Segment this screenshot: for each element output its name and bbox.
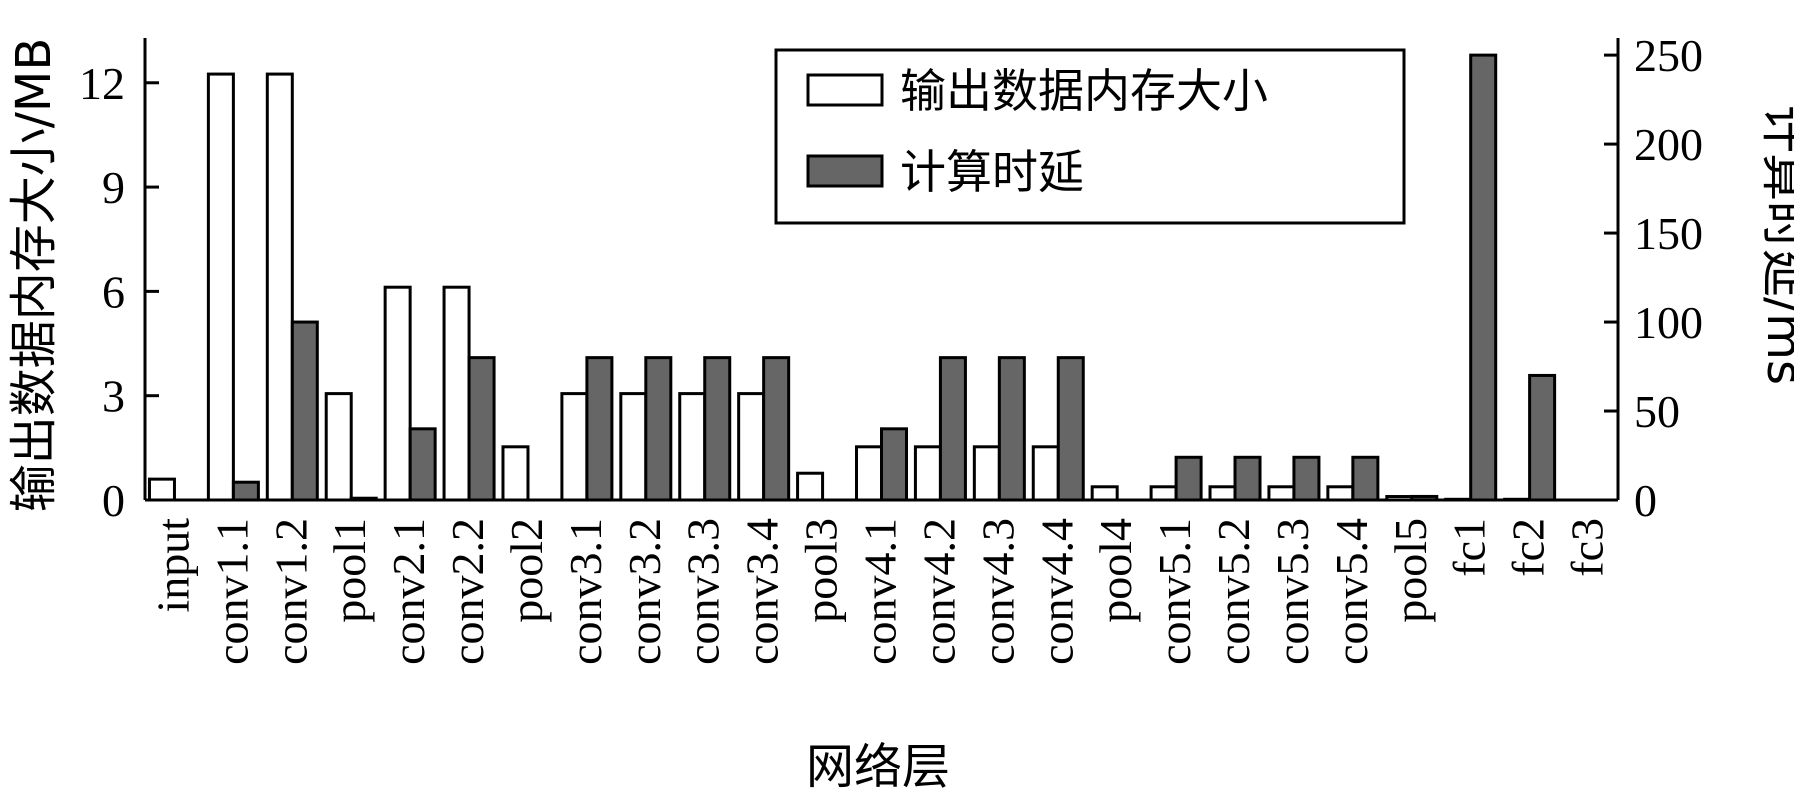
memory-bars xyxy=(147,72,1532,502)
latency-bar xyxy=(762,356,791,502)
latency-bar xyxy=(1410,494,1439,502)
latency-bar xyxy=(585,356,614,502)
latency-bar xyxy=(231,480,260,502)
memory-bar xyxy=(1208,485,1237,502)
right-y-axis: 0 50 100 150 200 250 xyxy=(1604,30,1703,526)
x-tick-label: conv4.4 xyxy=(1031,518,1082,665)
memory-bar xyxy=(206,72,235,502)
x-tick-label: fc3 xyxy=(1562,518,1613,577)
latency-bar xyxy=(997,356,1026,502)
left-y-axis: 0 3 6 9 12 xyxy=(79,58,159,526)
right-tick-label: 50 xyxy=(1634,386,1680,437)
memory-bar xyxy=(737,392,766,502)
latency-bar xyxy=(1174,455,1203,502)
x-tick-label: pool1 xyxy=(324,518,375,623)
legend-label-latency: 计算时延 xyxy=(900,145,1084,199)
latency-bar xyxy=(408,427,437,502)
memory-bar xyxy=(972,445,1001,502)
memory-bar xyxy=(324,392,353,502)
memory-bar xyxy=(855,445,883,502)
x-tick-label: conv5.1 xyxy=(1149,518,1200,665)
x-tick-label: pool4 xyxy=(1090,518,1141,623)
x-tick-label: pool5 xyxy=(1385,518,1436,623)
memory-bar xyxy=(501,445,530,502)
right-tick-label: 250 xyxy=(1634,30,1703,81)
latency-bar xyxy=(644,356,673,502)
left-tick-label: 12 xyxy=(79,58,125,109)
memory-bar xyxy=(1267,485,1296,502)
x-tick-label: conv4.1 xyxy=(855,518,906,665)
legend-label-memory: 输出数据内存大小 xyxy=(900,64,1268,118)
x-axis: input conv1.1 conv1.2 pool1 conv2.1 conv2.2 po… xyxy=(147,518,1612,665)
latency-bar xyxy=(703,356,732,502)
memory-bar xyxy=(383,285,412,502)
memory-bar xyxy=(1503,497,1532,502)
x-tick-label: conv1.2 xyxy=(265,518,316,665)
x-tick-label: conv1.1 xyxy=(206,518,257,665)
left-axis-title: 输出数据内存大小/MB xyxy=(6,38,62,513)
memory-bar xyxy=(913,445,942,502)
x-tick-label: conv5.3 xyxy=(1267,518,1318,665)
latency-bar xyxy=(1528,373,1557,502)
latency-bar xyxy=(1056,356,1085,502)
memory-bar xyxy=(1090,485,1119,502)
memory-bar xyxy=(265,72,294,502)
latency-bar xyxy=(467,356,496,502)
x-tick-label: fc2 xyxy=(1503,518,1554,577)
x-axis-title: 网络层 xyxy=(806,739,950,795)
x-tick-label: conv4.2 xyxy=(913,518,964,665)
memory-bar xyxy=(678,392,707,502)
left-tick-label: 0 xyxy=(102,475,125,526)
x-tick-label: pool2 xyxy=(501,518,552,623)
right-tick-label: 200 xyxy=(1634,119,1703,170)
latency-bar xyxy=(880,427,908,502)
memory-bar xyxy=(796,471,825,502)
x-tick-label: conv2.2 xyxy=(442,518,493,665)
x-tick-label: conv4.3 xyxy=(972,518,1023,665)
right-tick-label: 0 xyxy=(1634,475,1657,526)
latency-bars xyxy=(231,53,1557,502)
legend-swatch-memory xyxy=(806,73,884,107)
latency-bar xyxy=(1469,53,1498,502)
left-tick-label: 6 xyxy=(102,266,125,317)
x-tick-label: conv5.2 xyxy=(1208,518,1259,665)
latency-bar xyxy=(1351,455,1380,502)
x-tick-label: pool3 xyxy=(796,518,847,623)
legend: 输出数据内存大小 计算时延 xyxy=(774,48,1406,225)
latency-bar xyxy=(1292,455,1321,502)
memory-bar xyxy=(1031,445,1060,502)
x-tick-label: conv3.1 xyxy=(560,518,611,665)
memory-bar xyxy=(560,392,589,502)
x-tick-label: conv3.4 xyxy=(737,518,788,665)
memory-bar xyxy=(147,477,176,502)
memory-bar xyxy=(619,392,648,502)
x-tick-label: conv3.2 xyxy=(619,518,670,665)
right-tick-label: 100 xyxy=(1634,297,1703,348)
memory-bar xyxy=(1326,485,1355,502)
latency-bar xyxy=(1233,455,1262,502)
memory-bar xyxy=(1385,495,1414,502)
latency-bar xyxy=(938,356,967,502)
right-tick-label: 150 xyxy=(1634,208,1703,259)
x-tick-label: input xyxy=(147,518,198,613)
x-tick-label: conv2.1 xyxy=(383,518,434,665)
legend-swatch-latency xyxy=(806,154,884,188)
x-tick-label: conv3.3 xyxy=(678,518,729,665)
latency-bar xyxy=(290,320,319,502)
x-tick-label: fc1 xyxy=(1444,518,1495,577)
left-tick-label: 3 xyxy=(102,371,125,422)
right-axis-title: 计算时延/ms xyxy=(1756,105,1794,385)
memory-bar xyxy=(1149,485,1178,502)
left-tick-label: 9 xyxy=(102,162,125,213)
latency-bar xyxy=(349,496,378,502)
memory-bar xyxy=(1444,497,1473,502)
x-tick-label: conv5.4 xyxy=(1326,518,1377,665)
memory-bar xyxy=(442,285,471,502)
